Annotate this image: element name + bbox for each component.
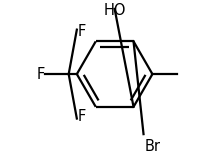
Text: F: F [78,110,86,124]
Text: F: F [37,67,45,82]
Text: HO: HO [103,3,126,18]
Text: F: F [78,24,86,39]
Text: Br: Br [145,139,161,154]
